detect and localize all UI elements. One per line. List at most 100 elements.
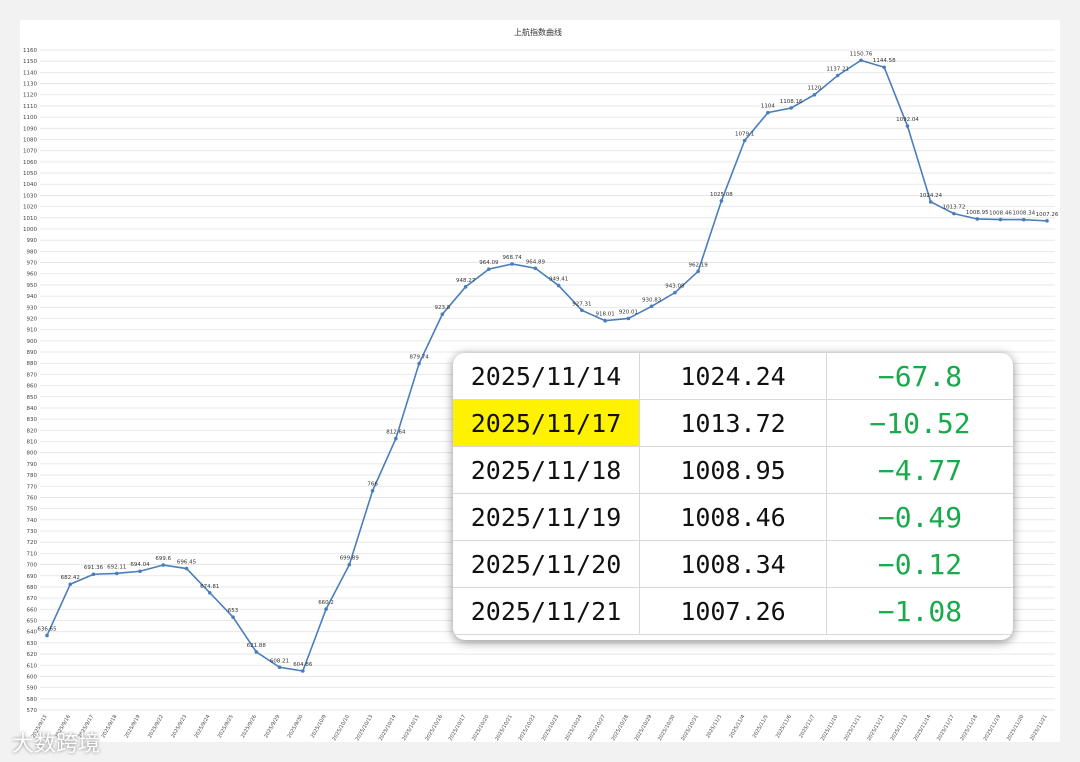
x-tick-label: 2025/10/9 [310,714,328,739]
data-label: 1144.58 [873,58,896,64]
data-label: 948.27 [456,278,476,284]
x-tick-label: 2025/11/21 [1029,714,1049,742]
table-cell: −4.77 [826,446,1013,494]
data-point [68,582,73,587]
data-label: 943.08 [665,284,685,290]
y-tick-label: 1100 [23,115,37,121]
data-point [370,488,375,493]
y-tick-label: 680 [27,585,38,591]
data-point [510,262,514,266]
data-line [46,59,1048,672]
data-point [254,650,259,654]
table-cell: 2025/11/17 [453,399,640,447]
x-tick-label: 2025/11/10 [820,714,840,742]
y-tick-label: 690 [27,574,38,580]
y-tick-label: 930 [27,305,38,311]
table-cell: 1013.72 [639,399,827,447]
data-point [301,669,305,673]
x-tick-label: 2025/10/14 [378,714,398,742]
data-point [417,361,421,366]
x-tick-label: 2025/9/18 [100,714,118,739]
data-label: 699.89 [340,556,360,562]
table-row: 2025/11/14 1024.24 −67.8 [453,353,1013,400]
data-point [719,199,724,203]
data-label: 1108.16 [780,99,803,105]
x-tick-label: 2025/11/19 [983,714,1003,742]
y-tick-label: 920 [27,316,38,322]
table-cell: −1.08 [826,587,1013,635]
x-tick-label: 2025/11/6 [775,714,793,739]
y-tick-label: 650 [27,619,38,625]
x-tick-label: 2025/10/20 [471,714,491,742]
y-tick-label: 750 [27,507,38,513]
data-point [394,436,398,441]
x-tick-label: 2025/9/19 [124,714,142,739]
data-label: 812.64 [386,430,406,436]
y-tick-label: 1150 [23,59,37,65]
y-tick-label: 640 [27,630,38,636]
data-point [138,569,142,574]
table-cell: 2025/11/21 [453,587,640,635]
data-point [184,566,189,571]
data-label: 1025.08 [710,192,733,198]
data-label: 699.6 [155,556,171,562]
data-point [998,217,1003,222]
data-label: 1092.04 [896,117,919,123]
y-tick-label: 1160 [23,48,37,54]
x-tick-label: 2025/11/11 [843,714,863,742]
data-point [696,269,700,274]
table-cell: −0.12 [826,540,1013,588]
data-point [556,283,561,288]
data-label: 1120 [807,86,821,92]
y-tick-label: 600 [27,674,38,680]
data-label: 1013.72 [943,205,966,211]
y-tick-label: 890 [27,350,38,356]
x-tick-label: 2025/9/30 [287,714,305,739]
data-point [649,304,654,309]
y-tick-label: 1050 [23,171,37,177]
y-tick-label: 720 [27,540,38,546]
x-tick-label: 2025/10/23 [541,714,561,742]
table-row: 2025/11/18 1008.95 −4.77 [453,446,1013,494]
data-point [905,124,910,128]
data-label: 930.83 [642,297,662,303]
y-tick-label: 1000 [23,227,37,233]
y-tick-label: 1090 [23,126,37,132]
x-tick-label: 2025/11/17 [936,714,956,742]
y-tick-label: 960 [27,272,38,278]
data-label: 1008.95 [966,210,989,216]
y-tick-label: 800 [27,451,38,457]
data-point [928,200,933,204]
table: 2025/11/14 1024.24 −67.8 2025/11/17 1013.72−… [453,353,1013,635]
data-label: 1024.24 [919,193,942,199]
data-label: 694.04 [130,562,150,568]
data-label: 766 [367,482,378,488]
y-tick-label: 760 [27,495,38,501]
table-row: 2025/11/19 1008.46 −0.49 [453,493,1013,541]
x-tick-label: 2025/10/22 [517,714,537,742]
data-point [463,285,468,289]
data-point [324,607,328,611]
data-point [673,290,677,295]
table-cell: 1008.34 [639,540,827,588]
y-tick-label: 610 [27,663,38,669]
data-label: 692.11 [107,564,126,570]
y-tick-label: 820 [27,428,38,434]
data-point [277,665,282,670]
y-tick-label: 870 [27,372,38,378]
y-tick-label: 710 [27,551,38,557]
table-cell: 1008.46 [639,493,827,541]
x-tick-label: 2025/10/13 [355,714,375,742]
data-point [347,562,352,567]
y-tick-label: 900 [27,339,38,345]
data-label: 696.45 [177,560,197,566]
data-point [766,110,770,115]
y-tick-label: 590 [27,686,38,692]
x-tick-label: 2025/9/23 [170,714,188,739]
data-point [812,92,817,97]
data-label: 1150.76 [850,51,873,57]
y-tick-label: 730 [27,529,38,535]
x-tick-label: 2025/10/16 [424,714,444,742]
y-tick-label: 1030 [23,193,37,199]
x-tick-label: 2025/11/3 [705,714,723,739]
